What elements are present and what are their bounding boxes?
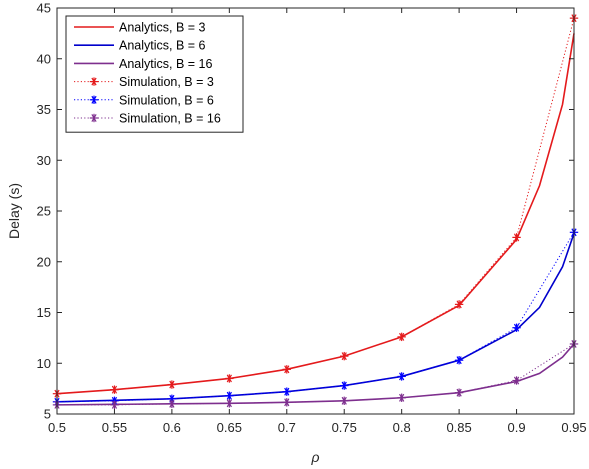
legend-label: Analytics, B = 3 bbox=[119, 21, 206, 35]
legend-label: Simulation, B = 6 bbox=[119, 93, 214, 107]
data-point-marker bbox=[512, 376, 521, 385]
y-tick-label: 35 bbox=[37, 102, 51, 117]
data-point-marker bbox=[397, 332, 406, 342]
simulation-line bbox=[56, 232, 575, 403]
data-point-marker bbox=[512, 233, 521, 242]
y-tick-label: 30 bbox=[37, 153, 51, 168]
series-2 bbox=[56, 343, 575, 406]
data-point-marker bbox=[225, 374, 234, 383]
legend-entry: Simulation, B = 16 bbox=[74, 112, 221, 126]
data-point-marker bbox=[512, 323, 521, 332]
data-point-marker bbox=[340, 351, 349, 361]
data-point-marker bbox=[89, 113, 99, 123]
x-tick-label: 0.8 bbox=[393, 420, 411, 435]
simulation-line bbox=[57, 343, 575, 406]
data-point-marker bbox=[454, 356, 464, 365]
data-point-marker bbox=[340, 381, 349, 390]
y-tick-label: 10 bbox=[37, 356, 51, 371]
series-layer bbox=[52, 13, 579, 410]
x-axis-label: ρ bbox=[310, 449, 319, 465]
legend-label: Analytics, B = 16 bbox=[119, 57, 212, 71]
y-tick-label: 5 bbox=[44, 407, 51, 422]
data-point-marker bbox=[340, 396, 349, 406]
data-point-marker bbox=[167, 380, 177, 389]
data-point-marker bbox=[225, 399, 234, 408]
y-tick-label: 25 bbox=[37, 204, 51, 219]
x-tick-label: 0.85 bbox=[446, 420, 471, 435]
legend-entry: Analytics, B = 16 bbox=[74, 57, 212, 71]
data-point-marker bbox=[225, 391, 234, 400]
data-point-marker bbox=[454, 388, 464, 397]
data-point-marker bbox=[89, 77, 99, 86]
x-tick-label: 0.9 bbox=[508, 420, 526, 435]
data-point-marker bbox=[110, 400, 119, 410]
ticks-layer: 0.5 0.55 0.6 0.65 0.7 0.75 0.8 0.85 0.9 0.95 5 10 15… bbox=[37, 1, 587, 436]
data-point-marker bbox=[397, 372, 406, 381]
y-axis-label: Delay (s) bbox=[6, 183, 22, 239]
series-3 bbox=[52, 13, 579, 398]
legend-label: Analytics, B = 6 bbox=[119, 39, 206, 53]
data-point-marker bbox=[110, 385, 119, 394]
data-point-marker bbox=[282, 365, 291, 374]
x-tick-label: 0.65 bbox=[217, 420, 242, 435]
data-point-marker bbox=[282, 398, 291, 407]
legend-label: Simulation, B = 3 bbox=[119, 75, 214, 89]
y-tick-label: 20 bbox=[37, 254, 51, 269]
x-tick-label: 0.5 bbox=[48, 420, 66, 435]
x-tick-label: 0.95 bbox=[561, 420, 586, 435]
data-point-marker bbox=[167, 399, 177, 409]
series-5 bbox=[52, 339, 579, 410]
legend-entry: Simulation, B = 6 bbox=[74, 93, 214, 107]
data-point-marker bbox=[89, 95, 99, 104]
x-tick-label: 0.55 bbox=[102, 420, 127, 435]
legend-entry: Analytics, B = 6 bbox=[74, 39, 206, 53]
analytics-line bbox=[56, 343, 575, 406]
data-point-marker bbox=[454, 300, 464, 309]
legend-box bbox=[65, 15, 244, 133]
y-tick-label: 40 bbox=[37, 51, 51, 66]
legend-label: Simulation, B = 16 bbox=[119, 112, 221, 126]
legend-entry: Analytics, B = 3 bbox=[74, 21, 206, 35]
y-tick-label: 15 bbox=[37, 305, 51, 320]
y-tick-label: 45 bbox=[37, 1, 51, 16]
x-tick-label: 0.7 bbox=[278, 420, 296, 435]
legend-entry: Simulation, B = 3 bbox=[74, 75, 214, 89]
legend: Analytics, B = 3 Analytics, B = 6 Analytic… bbox=[65, 15, 244, 133]
data-point-marker bbox=[282, 387, 291, 396]
x-tick-label: 0.6 bbox=[163, 420, 181, 435]
x-tick-label: 0.75 bbox=[332, 420, 357, 435]
data-point-marker bbox=[397, 393, 406, 402]
